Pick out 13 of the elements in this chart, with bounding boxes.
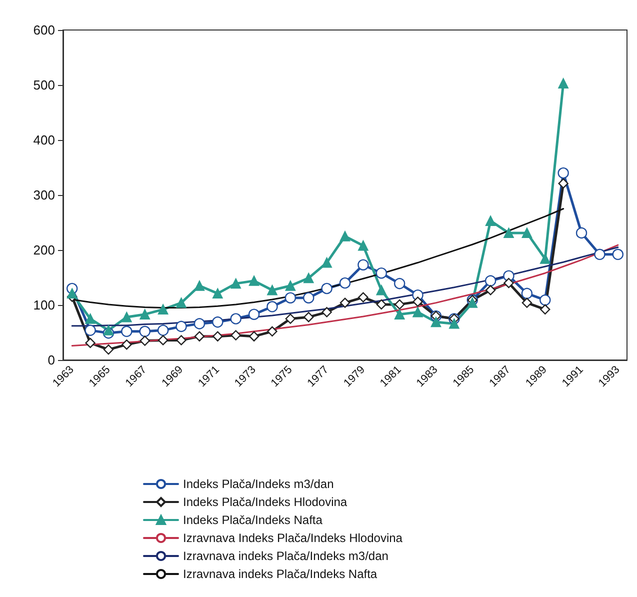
- y-tick-label: 100: [33, 298, 55, 312]
- y-tick-label: 300: [33, 188, 55, 202]
- y-tick-label: 600: [33, 22, 55, 38]
- legend-label: Izravnava indeks Plača/Indeks Nafta: [183, 567, 378, 581]
- legend-label: Indeks Plača/Indeks Nafta: [183, 513, 323, 527]
- legend-label: Indeks Plača/Indeks m3/dan: [183, 477, 334, 491]
- y-tick-label: 200: [33, 242, 55, 258]
- legend-label: Indeks Plača/Indeks Hlodovina: [183, 495, 348, 509]
- y-tick-label: 400: [33, 132, 55, 148]
- y-tick-label: 500: [33, 78, 55, 92]
- y-tick-label: 0: [48, 352, 55, 368]
- legend-label: Izravnava indeks Plača/Indeks m3/dan: [183, 549, 388, 563]
- legend-label: Izravnava Indeks Plača/Indeks Hlodovina: [183, 531, 403, 545]
